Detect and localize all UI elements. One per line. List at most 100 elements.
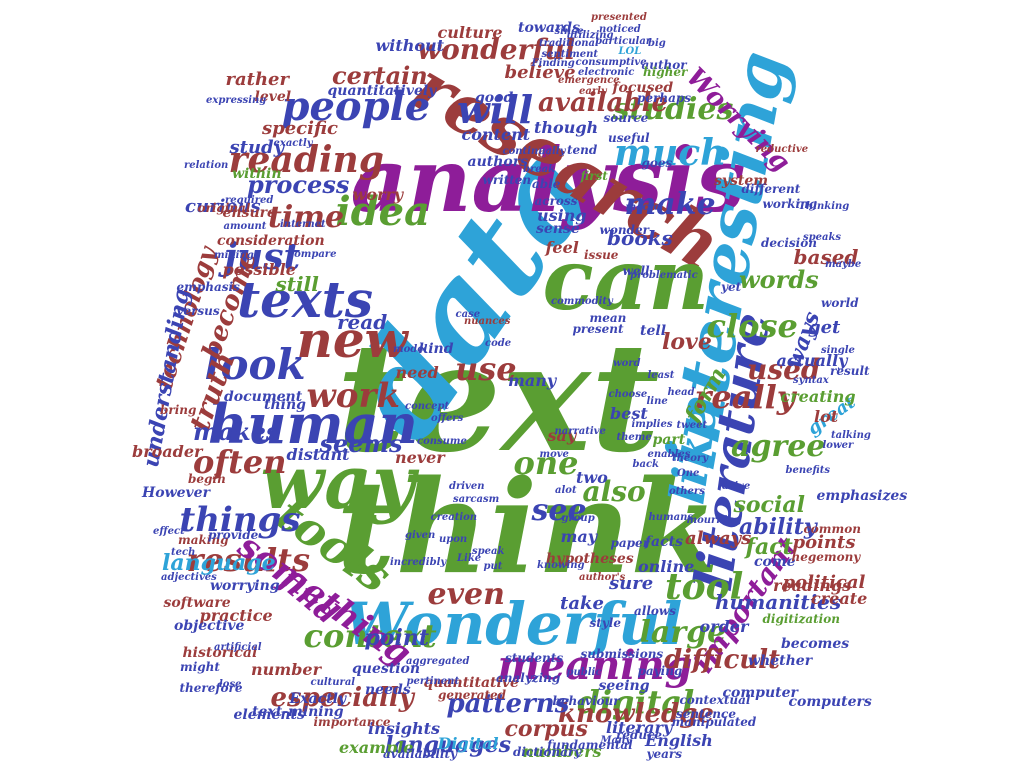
word-digital: Digital	[437, 734, 499, 753]
word-new: new	[296, 310, 408, 369]
word-line: line	[646, 396, 668, 407]
word-thinking: Thinking	[798, 201, 850, 212]
word-thing: thing	[264, 397, 306, 413]
word-elements: elements	[233, 707, 305, 723]
word-problematic: problematic	[630, 270, 698, 281]
word-based: based	[793, 245, 859, 269]
word-since: since	[554, 26, 584, 37]
word-process: process	[247, 170, 350, 199]
word-text: text	[336, 310, 660, 486]
word-results: results	[186, 541, 310, 579]
word-talking: talking	[831, 430, 871, 441]
word-historical: historical	[182, 645, 258, 661]
word-group: group	[561, 513, 595, 524]
word-behaviour: behaviour	[552, 694, 620, 708]
word-difficult: difficult	[664, 645, 781, 675]
word-higher: higher	[643, 65, 688, 79]
word-will: will	[457, 87, 534, 132]
word-hypotheses: hypotheses	[546, 551, 634, 567]
word-well: well	[622, 264, 650, 278]
word-working: working	[762, 197, 818, 211]
word-reductive: reductive	[755, 144, 809, 155]
word-upon: upon	[439, 534, 468, 545]
word-adjectives: adjectives	[161, 572, 217, 583]
word-creation: creation	[430, 512, 478, 523]
word-source: source	[603, 111, 649, 125]
word-available: available	[538, 88, 668, 118]
word-world: world	[821, 296, 859, 310]
word-aggregated: aggregated	[406, 656, 470, 667]
word-system: system	[714, 173, 769, 189]
word-online: online	[638, 557, 695, 576]
word-relation: relation	[184, 160, 229, 171]
word-given: given	[405, 530, 436, 541]
word-word: word	[613, 358, 641, 369]
word-fact: fact	[745, 534, 793, 560]
word-electronic: electronic	[578, 67, 635, 78]
word-across: across	[534, 194, 578, 208]
word-emphasis: emphasis	[176, 280, 240, 294]
word-pertinent: pertinent	[406, 676, 460, 687]
word-provide: provide	[208, 528, 259, 542]
word-example: example	[339, 738, 414, 757]
word-often: often	[193, 443, 287, 481]
word-internet: internet	[280, 219, 326, 230]
word-driven: driven	[449, 481, 485, 492]
word-therefore: therefore	[179, 681, 243, 695]
word-read: read	[337, 310, 388, 334]
word-model: model	[393, 344, 428, 355]
word-really: really	[694, 378, 796, 416]
word-fundamental: fundamental	[547, 738, 633, 752]
word-believe: believe	[504, 62, 576, 83]
word-present: present	[572, 322, 624, 336]
word-think: think	[336, 453, 720, 603]
word-utilizing: utilizing	[566, 30, 614, 41]
word-readings: readings	[773, 576, 852, 595]
word-least: least	[647, 370, 675, 381]
word-one: one	[513, 444, 579, 482]
word-reading: reading	[228, 139, 384, 181]
word-emphasizes: emphasizes	[816, 488, 908, 504]
word-patterns: patterns	[446, 689, 570, 719]
word-corpus: corpus	[504, 716, 588, 742]
word-hegemony: hegemony	[791, 550, 861, 564]
word-emergence: emergence	[558, 75, 620, 86]
word-certain: certain	[332, 61, 428, 90]
word-however: However	[142, 485, 210, 501]
word-narrative: narrative	[554, 426, 606, 437]
word-quantitatively: quantitatively	[327, 83, 437, 99]
word-lower: lower	[822, 440, 854, 451]
word-agree: agree	[731, 429, 826, 464]
word-insights: insights	[368, 719, 441, 738]
word-broader: broader	[132, 442, 203, 461]
word-within: within	[232, 166, 282, 182]
word-humans: humans	[648, 512, 694, 523]
word-worrying: worrying	[210, 578, 280, 594]
word-scale: scale	[531, 146, 566, 160]
word-tweet: tweet	[676, 420, 708, 431]
word-like: Like	[457, 553, 482, 564]
word-just: just	[224, 236, 301, 278]
word-one: One	[677, 468, 700, 479]
word-wonderful: wonderful	[417, 33, 576, 66]
word-sarcasm: sarcasm	[453, 494, 500, 505]
word-consumptive: consumptive	[575, 57, 647, 68]
word-big: big	[648, 38, 666, 49]
word-result: result	[830, 364, 870, 378]
word-commodity: commodity	[551, 296, 613, 307]
word-time: time	[268, 200, 345, 235]
word-seeing: seeing	[598, 678, 650, 694]
word-particular: particular	[595, 36, 652, 47]
word-speaks: speaks	[803, 232, 842, 243]
word-benefits: benefits	[785, 465, 831, 476]
word-exactly: Exactly	[289, 691, 347, 707]
word-still: still	[275, 272, 319, 296]
word-say: say	[547, 426, 577, 445]
word-curious: curious	[185, 196, 261, 217]
word-close: close	[706, 307, 798, 345]
word-study: study	[229, 137, 285, 158]
word-large: large	[639, 615, 727, 650]
word-early: early	[579, 86, 607, 97]
word-might: might	[180, 660, 220, 674]
